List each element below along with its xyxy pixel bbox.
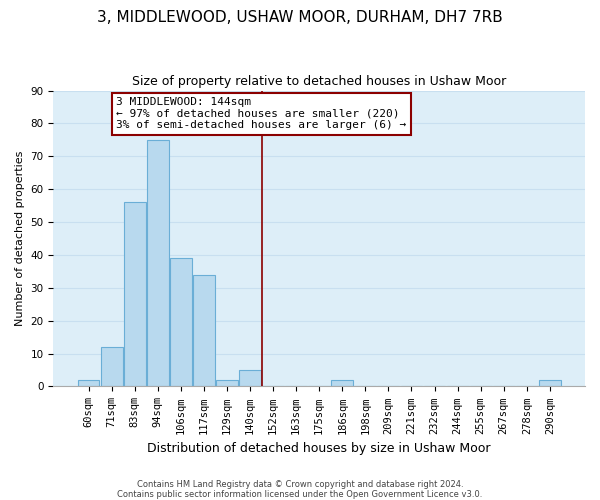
Y-axis label: Number of detached properties: Number of detached properties <box>15 151 25 326</box>
Text: 3, MIDDLEWOOD, USHAW MOOR, DURHAM, DH7 7RB: 3, MIDDLEWOOD, USHAW MOOR, DURHAM, DH7 7… <box>97 10 503 25</box>
Bar <box>101 347 122 387</box>
Bar <box>77 380 100 386</box>
X-axis label: Distribution of detached houses by size in Ushaw Moor: Distribution of detached houses by size … <box>148 442 491 455</box>
Bar <box>193 274 215 386</box>
Title: Size of property relative to detached houses in Ushaw Moor: Size of property relative to detached ho… <box>132 75 506 88</box>
Bar <box>239 370 261 386</box>
Bar <box>170 258 192 386</box>
Bar <box>331 380 353 386</box>
Bar <box>216 380 238 386</box>
Bar <box>539 380 561 386</box>
Bar <box>147 140 169 386</box>
Bar <box>124 202 146 386</box>
Text: Contains HM Land Registry data © Crown copyright and database right 2024.
Contai: Contains HM Land Registry data © Crown c… <box>118 480 482 499</box>
Text: 3 MIDDLEWOOD: 144sqm
← 97% of detached houses are smaller (220)
3% of semi-detac: 3 MIDDLEWOOD: 144sqm ← 97% of detached h… <box>116 97 406 130</box>
